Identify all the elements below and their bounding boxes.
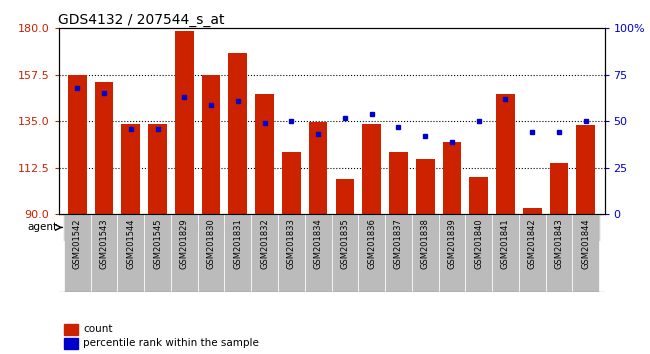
Bar [95, 82, 113, 214]
Text: GSM201545: GSM201545 [153, 218, 162, 269]
Text: percentile rank within the sample: percentile rank within the sample [83, 338, 259, 348]
Bar [545, 214, 573, 292]
Bar [90, 214, 118, 292]
Text: GSM201832: GSM201832 [260, 218, 269, 269]
Text: GSM201834: GSM201834 [313, 218, 322, 269]
Bar [577, 125, 595, 214]
Text: count: count [83, 324, 112, 334]
Bar [68, 75, 86, 214]
Bar [64, 214, 90, 292]
Text: GSM201542: GSM201542 [73, 218, 82, 269]
Bar [573, 214, 599, 292]
Bar [251, 214, 278, 292]
Bar [332, 214, 599, 241]
Bar [492, 214, 519, 292]
Bar [202, 75, 220, 214]
Text: GSM201843: GSM201843 [554, 218, 564, 269]
Text: GSM201844: GSM201844 [581, 218, 590, 269]
Text: GSM201842: GSM201842 [528, 218, 537, 269]
Bar [198, 214, 224, 292]
Bar [305, 214, 332, 292]
Bar [64, 324, 77, 335]
Bar [118, 214, 144, 292]
Bar [362, 124, 381, 214]
Bar [469, 177, 488, 214]
Text: GSM201837: GSM201837 [394, 218, 403, 269]
Bar [332, 214, 358, 292]
Bar [519, 214, 545, 292]
Bar [122, 124, 140, 214]
Text: GSM201840: GSM201840 [474, 218, 483, 269]
Text: GSM201544: GSM201544 [126, 218, 135, 269]
Text: GSM201841: GSM201841 [501, 218, 510, 269]
Text: GDS4132 / 207544_s_at: GDS4132 / 207544_s_at [58, 13, 225, 27]
Bar [175, 32, 194, 214]
Bar [416, 159, 435, 214]
Text: GSM201839: GSM201839 [447, 218, 456, 269]
Bar [439, 214, 465, 292]
Bar [335, 179, 354, 214]
Bar [148, 124, 167, 214]
Bar [496, 95, 515, 214]
Text: pioglitazone: pioglitazone [431, 222, 499, 233]
Bar [358, 214, 385, 292]
Bar [309, 122, 328, 214]
Bar [64, 338, 77, 349]
Bar [64, 214, 332, 241]
Text: GSM201829: GSM201829 [180, 218, 188, 269]
Bar [144, 214, 171, 292]
Text: GSM201838: GSM201838 [421, 218, 430, 269]
Bar [465, 214, 492, 292]
Bar [443, 142, 462, 214]
Text: agent: agent [28, 222, 58, 233]
Text: GSM201833: GSM201833 [287, 218, 296, 269]
Bar [385, 214, 412, 292]
Bar [389, 152, 408, 214]
Bar [228, 53, 247, 214]
Text: GSM201831: GSM201831 [233, 218, 242, 269]
Bar [171, 214, 198, 292]
Bar [550, 162, 568, 214]
Bar [412, 214, 439, 292]
Text: GSM201835: GSM201835 [341, 218, 350, 269]
Text: GSM201830: GSM201830 [207, 218, 216, 269]
Text: GSM201836: GSM201836 [367, 218, 376, 269]
Bar [282, 152, 301, 214]
Bar [255, 95, 274, 214]
Bar [278, 214, 305, 292]
Text: pretreatment: pretreatment [161, 222, 235, 233]
Bar [224, 214, 251, 292]
Text: GSM201543: GSM201543 [99, 218, 109, 269]
Bar [523, 208, 541, 214]
